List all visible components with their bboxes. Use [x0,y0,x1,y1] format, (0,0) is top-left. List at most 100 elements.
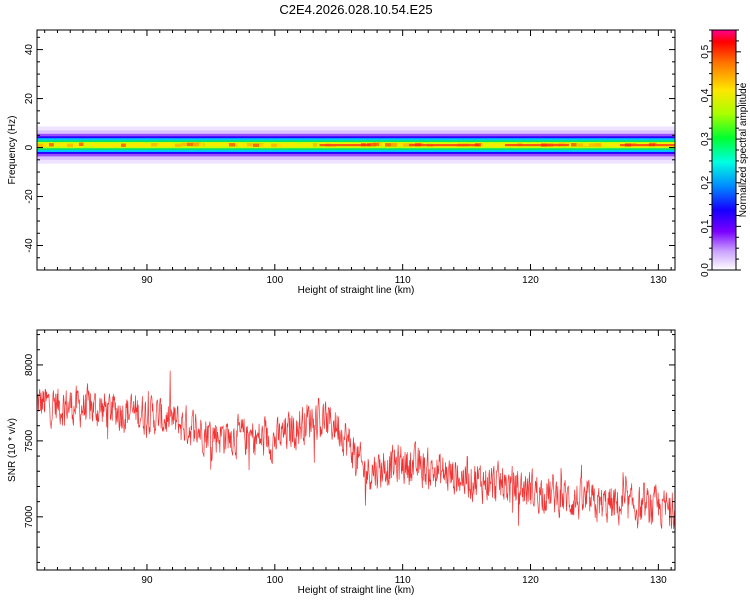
band-core-patch [301,143,312,147]
colorbar-gradient [711,29,737,271]
spectrogram-y-tick-label: -40 [24,238,35,253]
band-core-patch [115,143,127,147]
band-hot-spot [319,144,371,147]
snr-x-tick-label: 130 [650,575,667,586]
spectrogram-y-tick-label: 20 [24,93,35,105]
spectrogram-y-tick-label: -20 [24,189,35,204]
snr-x-tick-label: 120 [522,575,539,586]
band-core-patch [283,143,292,147]
band-core-patch [307,143,313,147]
spectrogram-plot-frame [36,29,676,271]
colorbar-tick-label: 0.5 [700,44,711,58]
band-core-patch [277,143,286,147]
band-core-patch [175,143,182,148]
colorbar-tick-label: 0.0 [700,263,711,277]
snr-x-tick-label: 90 [141,575,153,586]
band-core-patch [613,143,624,148]
band-core-patch [223,142,232,146]
band-core-patch [163,142,172,147]
spectrogram-x-label: Height of straight line (km) [298,285,415,296]
band-core-patch [73,143,83,148]
band-core-patch [133,142,144,147]
snr-y-tick-label: 7500 [24,429,35,452]
band-core-patch [493,143,501,148]
band-core-patch [169,143,178,147]
band-core-patch [253,143,264,147]
spectrogram-y-ticks: 40 20 0 -20 -40 [24,36,675,271]
colorbar-tick-label: 0.1 [700,219,711,233]
band-core-patch [43,143,50,147]
band-core-patch [121,143,126,147]
band-core-patch [601,142,607,147]
band-core-patch [373,142,382,147]
band-core-patch [97,143,108,148]
band-core-patch [55,142,64,147]
snr-y-label: SNR (10 * v/v) [7,418,18,482]
band-core-patch [61,143,72,147]
colorbar-label: Normalized spectral amplitude [738,82,749,217]
spectrogram-y-label: Frequency (Hz) [7,116,18,185]
band-core-patch [247,142,253,147]
snr-x-tick-label: 110 [395,575,411,586]
band-core-patch [151,142,160,147]
band-core-patch [199,143,204,147]
colorbar-ticks: 0.0 0.1 0.2 0.3 0.4 0.5 [700,29,741,277]
colorbar: 0.0 0.1 0.2 0.3 0.4 0.5 Normalized spectral a… [700,29,749,277]
band-core-patch [79,142,84,147]
band-core-patch [403,143,413,147]
band-core-patch [229,143,238,147]
band-core-patch [235,142,244,147]
band-core-patch [265,143,270,147]
band-core-patch [481,143,486,147]
spectrogram-x-ticks: 90 100 110 120 130 [44,30,672,286]
band-hot-spot [620,144,675,147]
band-core-patch [487,143,494,147]
band-core-patch [91,143,97,147]
snr-series-line [37,370,675,529]
band-core-patch [385,143,397,147]
band-core-patch [145,143,154,148]
band-core-patch [211,142,223,147]
band-core-patch [85,142,91,147]
spectrogram-x-tick-label: 110 [395,275,411,286]
snr-y-ticks: 7000 7500 8000 [24,334,675,563]
snr-x-ticks: 90 100 110 120 130 [44,330,672,586]
spectrogram-y-tick-label: 40 [24,44,35,56]
band-hot-spot [409,144,480,147]
band-core-patch [289,142,296,147]
band-core-patch [313,143,318,147]
band-core-patch [571,143,577,147]
spectrogram-panel: 90 100 110 120 130 40 20 0 -20 -40 Height of str… [7,29,676,296]
spectral-band [37,126,675,164]
spectrogram-x-tick-label: 100 [266,275,283,286]
snr-x-label: Height of straight line (km) [298,585,415,596]
colorbar-tick-label: 0.4 [700,88,711,102]
band-core-patch [295,143,301,148]
snr-panel: 90 100 110 120 130 7000 7500 8000 Height of st… [7,329,676,596]
snr-y-tick-label: 8000 [24,353,35,376]
band-core-patch [577,143,589,147]
band-core-patch [595,143,603,147]
band-core-patch [49,143,54,147]
band-core-patch [181,142,188,147]
band-core-patch [67,143,74,148]
band-core-patch [397,142,406,146]
figure-title: C2E4.2026.028.10.54.E25 [279,2,432,17]
band-hot-spot [504,144,569,147]
spectrogram-x-tick-label: 130 [650,275,667,286]
spectrogram-x-tick-label: 90 [141,275,153,286]
band-core-patch [139,143,150,147]
colorbar-tick-label: 0.3 [700,132,711,146]
band-core-patch [583,142,593,147]
band-core-patch [367,142,376,147]
colorbar-tick-label: 0.2 [700,175,711,189]
band-core-patch [607,143,619,147]
band-core-patch [109,143,119,148]
band-core-patch [37,143,46,148]
band-core-patch [193,143,205,147]
snr-plot-frame [36,329,676,571]
snr-y-tick-label: 7000 [24,505,35,528]
band-core-patch [379,142,388,147]
